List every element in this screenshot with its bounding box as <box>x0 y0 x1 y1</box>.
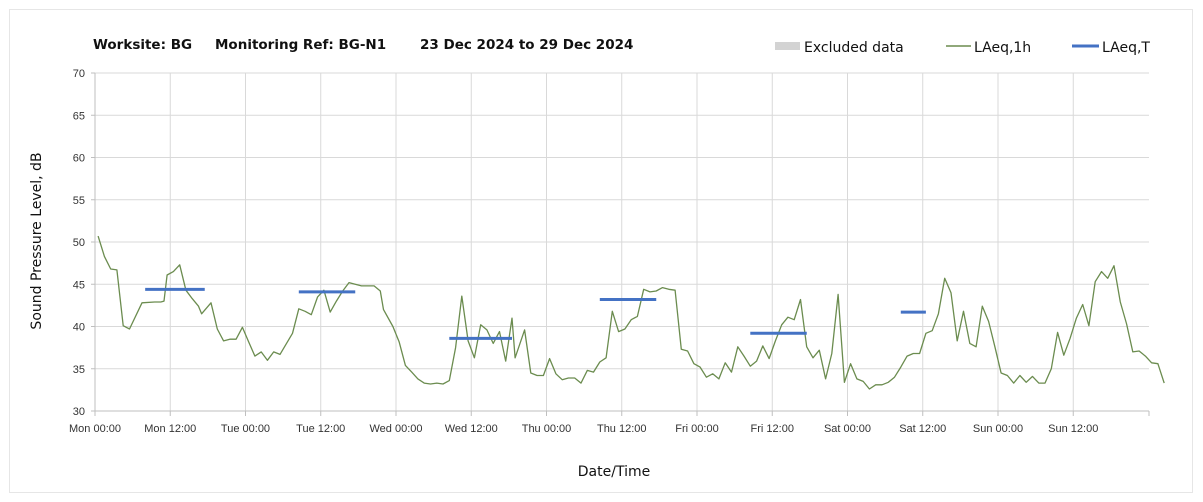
title-date-range: 23 Dec 2024 to 29 Dec 2024 <box>420 37 633 53</box>
legend: Excluded data LAeq,1h LAeq,T <box>775 40 1150 56</box>
x-tick-label: Fri 00:00 <box>675 423 718 435</box>
y-tick-labels: 30 35 40 45 50 55 60 65 70 <box>73 68 85 418</box>
x-tick-label: Thu 00:00 <box>522 423 572 435</box>
y-axis-title: Sound Pressure Level, dB <box>29 152 45 329</box>
legend-laeq1h-label: LAeq,1h <box>974 40 1031 56</box>
x-tick-label: Sat 12:00 <box>899 423 946 435</box>
x-tick-labels: Mon 00:00 Mon 12:00 Tue 00:00 Tue 12:00 Wed … <box>69 423 1098 435</box>
axes <box>91 72 1150 416</box>
title-monitoring-ref: Monitoring Ref: BG-N1 <box>215 37 386 53</box>
x-tick-label: Sun 12:00 <box>1048 423 1098 435</box>
x-tick-label: Sun 00:00 <box>973 423 1023 435</box>
y-tick-label: 65 <box>73 110 85 122</box>
x-tick-label: Mon 12:00 <box>144 423 196 435</box>
chart-frame <box>9 9 1193 493</box>
legend-excluded-label: Excluded data <box>804 40 904 56</box>
series-laeq1h <box>97 235 1165 390</box>
x-tick-label: Tue 00:00 <box>221 423 270 435</box>
x-tick-label: Wed 12:00 <box>445 423 498 435</box>
series-laeqT <box>145 287 926 340</box>
y-tick-label: 55 <box>73 195 85 207</box>
y-tick-label: 30 <box>73 406 85 418</box>
y-tick-label: 35 <box>73 364 85 376</box>
y-tick-label: 45 <box>73 279 85 291</box>
grid-lines <box>95 72 1149 411</box>
legend-excluded-swatch <box>775 42 800 50</box>
title-worksite: Worksite: BG <box>93 37 192 53</box>
legend-laeqT-label: LAeq,T <box>1102 40 1150 56</box>
laeq1h-line <box>97 235 1165 390</box>
x-tick-label: Sat 00:00 <box>824 423 871 435</box>
x-axis-title: Date/Time <box>578 464 650 480</box>
x-tick-label: Mon 00:00 <box>69 423 121 435</box>
y-tick-label: 40 <box>73 322 85 334</box>
x-tick-label: Wed 00:00 <box>369 423 422 435</box>
y-tick-label: 70 <box>73 68 85 80</box>
y-tick-label: 60 <box>73 153 85 165</box>
x-tick-label: Fri 12:00 <box>751 423 794 435</box>
y-tick-label: 50 <box>73 237 85 249</box>
x-tick-label: Tue 12:00 <box>296 423 345 435</box>
x-tick-label: Thu 12:00 <box>597 423 647 435</box>
